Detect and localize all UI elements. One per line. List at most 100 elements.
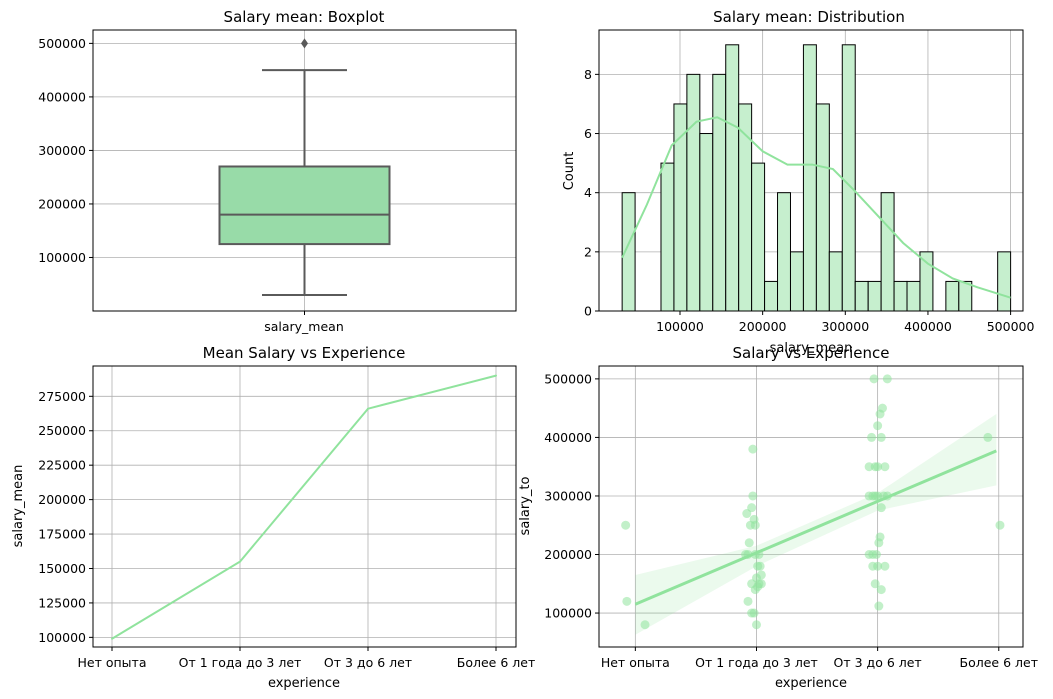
line-vertex [111,637,113,640]
boxplot-panel: Salary mean: Boxplot 100000 200000 300000 4… [38,8,517,334]
y-tick-label: 200000 [38,492,86,507]
histogram-bar [725,44,740,312]
x-tick-label: Нет опыта [601,655,670,670]
x-tick-label: От 3 до 6 лет [324,655,412,670]
scatter-point [876,585,886,595]
histogram-bar [699,133,714,312]
x-tick-label: Более 6 лет [457,655,535,670]
confidence-band [635,414,997,635]
y-tick-label: 250000 [38,423,86,438]
histogram-bar [841,44,856,312]
scatter-point [744,538,754,548]
histogram-bar [777,192,791,312]
y-tick-label: 400000 [544,430,592,445]
histogram-bar [686,73,701,312]
y-tick-label: 2 [584,244,592,259]
y-tick-label: 275000 [38,389,86,404]
y-tick-label: 100000 [38,630,86,645]
y-tick-label: 300000 [38,143,86,158]
scatter-point [753,582,763,592]
histogram-bar [867,280,882,312]
x-tick-label: 200000 [739,319,787,334]
scatter-point [622,596,632,606]
histogram-bar [893,280,908,312]
y-tick-label: 175000 [38,527,86,542]
histogram-bar [958,280,973,312]
iqr-box [218,165,391,246]
histogram-bar [673,103,688,312]
line-x-label: experience [268,676,340,691]
histogram-panel: Salary mean: Distribution 0 2 4 6 8 100000 200… [562,8,1035,356]
line-title: Mean Salary vs Experience [203,344,406,362]
scatter-title: Salary vs Experience [733,344,890,362]
scatter-x-label: experience [775,676,847,691]
scatter-point [870,579,880,589]
x-tick-label: 500000 [987,319,1035,334]
scatter-point [880,462,890,472]
histogram-bar [751,162,766,312]
x-tick-label: От 3 до 6 лет [834,655,922,670]
scatter-point [876,503,886,513]
histogram-bar [789,251,804,312]
histogram-x-label: salary_mean [770,341,853,356]
x-tick-label: 400000 [904,319,952,334]
scatter-point [983,432,993,442]
y-tick-label: 300000 [544,488,592,503]
scatter-point [882,374,892,384]
histogram-bar [815,103,830,312]
scatter-point [871,550,881,560]
line-vertex [239,560,241,563]
scatter-point [742,509,752,519]
y-tick-label: 200000 [38,196,86,211]
line-frame [92,365,517,648]
scatter-point [749,608,759,618]
y-tick-label: 500000 [38,36,86,51]
y-tick-label: 100000 [544,606,592,621]
y-tick-label: 6 [584,126,592,141]
y-tick-label: 200000 [544,547,592,562]
histogram-bar [854,280,869,312]
line-panel: Mean Salary vs Experience 100000 125000 15… [11,344,535,691]
scatter-point [753,561,763,571]
y-tick-label: 8 [584,67,592,82]
x-tick-label: Нет опыта [78,655,147,670]
y-tick-label: 125000 [38,595,86,610]
y-tick-label: 100000 [38,250,86,265]
scatter-point [873,421,883,431]
scatter-point [874,538,884,548]
histogram-bar [880,192,895,312]
histogram-y-label: Count [562,152,577,191]
y-tick-label: 150000 [38,561,86,576]
line-vertex [495,374,497,377]
scatter-point [873,462,883,472]
boxplot-category-label: salary_mean [264,319,344,334]
mean-salary-line [111,374,497,640]
x-tick-label: От 1 года до 3 лет [695,655,818,670]
scatter-point [876,432,886,442]
outlier-point [301,38,308,49]
y-tick-label: 4 [584,185,592,200]
histogram-bar [802,44,817,312]
scatter-point [874,601,884,611]
scatter-point [873,561,883,571]
boxplot-title: Salary mean: Boxplot [224,8,385,26]
x-tick-label: 100000 [656,319,704,334]
scatter-point [875,409,885,419]
histogram-bar [764,280,779,312]
x-tick-label: 300000 [821,319,869,334]
scatter-point [743,596,753,606]
histogram-bar [919,251,934,312]
x-tick-label: От 1 года до 3 лет [179,655,302,670]
kde-line [621,116,1011,299]
scatter-point [995,520,1005,530]
scatter-y-label: salary_to [518,477,533,536]
scatter-point [750,520,760,530]
scatter-point [748,491,758,501]
y-tick-label: 0 [584,304,592,319]
line-y-label: salary_mean [11,465,26,548]
x-tick-label: Более 6 лет [960,655,1038,670]
histogram-frame [598,29,1024,312]
histogram-bar [997,251,1012,312]
scatter-point [751,620,761,630]
histogram-bar [712,73,727,312]
